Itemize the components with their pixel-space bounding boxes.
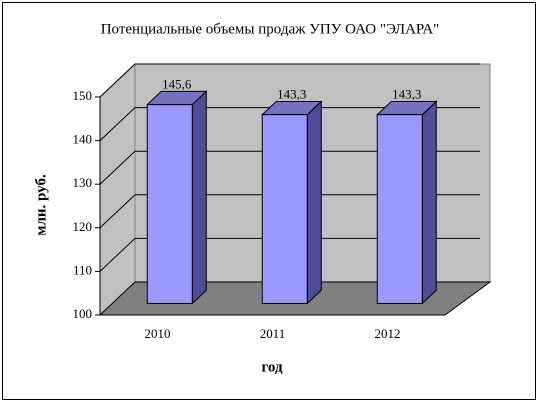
bar-side xyxy=(191,90,207,305)
grid-line xyxy=(99,194,136,229)
value-label: 143,3 xyxy=(392,86,421,101)
grid-line xyxy=(99,63,136,98)
bar xyxy=(376,114,423,304)
left-wall xyxy=(99,62,136,317)
grid-line xyxy=(99,150,136,185)
y-axis-title: млн. руб. xyxy=(33,174,49,236)
value-label: 143,3 xyxy=(277,86,306,101)
x-tick-label: 2010 xyxy=(145,326,171,341)
chart-title: Потенциальные объемы продаж УПУ ОАО "ЭЛА… xyxy=(101,21,440,37)
grid-line xyxy=(99,238,136,272)
y-tick-label: 150 xyxy=(73,88,93,103)
y-tick-label: 140 xyxy=(73,132,93,147)
y-tick-label: 130 xyxy=(73,175,93,190)
x-tick-label: 2011 xyxy=(260,326,286,341)
y-tick-label: 120 xyxy=(73,219,93,234)
bar-side xyxy=(306,100,322,305)
y-tick-label: 100 xyxy=(73,306,93,321)
y-tick-label: 110 xyxy=(73,262,92,277)
value-label: 145,6 xyxy=(162,76,192,91)
x-axis-title: год xyxy=(261,359,283,375)
x-tick-label: 2012 xyxy=(375,326,401,341)
bar-side xyxy=(421,100,437,305)
bar xyxy=(261,114,308,304)
bar xyxy=(146,104,193,304)
grid-line xyxy=(99,107,136,141)
